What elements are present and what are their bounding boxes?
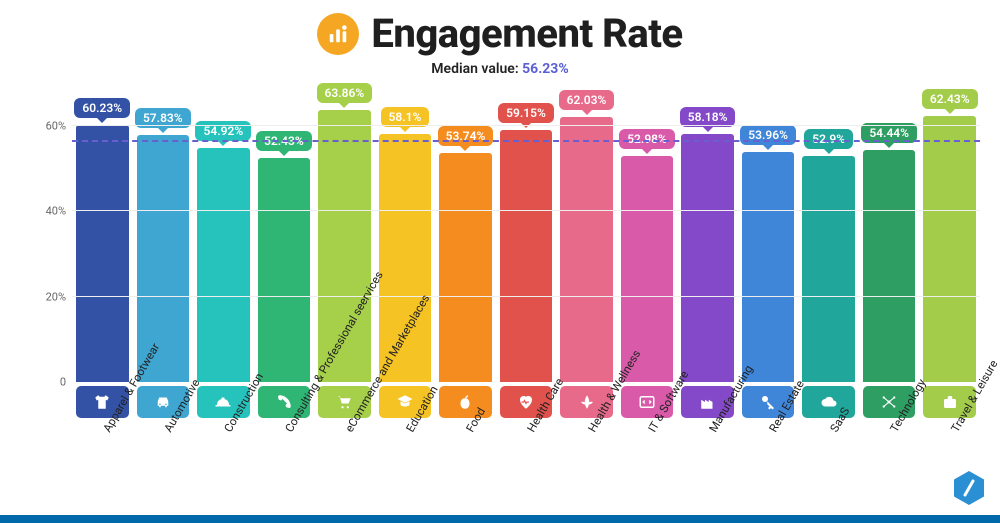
chart-title: Engagement Rate	[371, 10, 682, 57]
brand-logo-icon	[954, 471, 984, 505]
engagement-rate-chart: { "title": "Engagement Rate", "title_fon…	[0, 0, 1000, 523]
bar	[681, 134, 734, 382]
bar-value-label: 59.15%	[498, 103, 554, 123]
bar-column: 54.44%	[863, 92, 916, 382]
bar	[560, 117, 613, 382]
median-line	[72, 140, 980, 142]
bar	[439, 153, 492, 382]
bar-column: 60.23%	[76, 92, 129, 382]
bar-value-label: 62.03%	[559, 90, 615, 110]
bar	[258, 158, 311, 382]
y-axis: 020%40%60%	[30, 92, 72, 382]
bar-value-label: 60.23%	[74, 98, 130, 118]
y-tick-label: 0	[60, 376, 66, 389]
y-tick-label: 60%	[46, 120, 66, 133]
bar-column: 52.9%	[802, 92, 855, 382]
bar-value-label: 54.92%	[195, 121, 251, 141]
chart-plot-area: 020%40%60% 60.23%57.83%54.92%52.43%63.86…	[30, 92, 980, 382]
bar	[802, 156, 855, 382]
bar-column: 59.15%	[500, 92, 553, 382]
bar	[923, 116, 976, 382]
bar-value-label: 58.18%	[680, 107, 736, 127]
bar-value-label: 53.74%	[438, 126, 494, 146]
y-tick-label: 40%	[46, 205, 66, 218]
bar-column: 62.03%	[560, 92, 613, 382]
bars-container: 60.23%57.83%54.92%52.43%63.86%58.1%53.74…	[72, 92, 980, 382]
bar-column: 54.92%	[197, 92, 250, 382]
y-tick-label: 20%	[46, 290, 66, 303]
chart-header: Engagement Rate Median value: 56.23%	[0, 0, 1000, 77]
bar-value-label: 63.86%	[317, 83, 373, 103]
chart-subtitle: Median value: 56.23%	[0, 61, 1000, 77]
bar-column: 52.43%	[258, 92, 311, 382]
footer-bar	[0, 515, 1000, 523]
bar	[500, 130, 553, 382]
bar-column: 52.98%	[621, 92, 674, 382]
bar	[742, 152, 795, 382]
bar	[137, 135, 190, 382]
bar-column: 53.96%	[742, 92, 795, 382]
analytics-icon	[317, 13, 359, 55]
bar-column: 58.18%	[681, 92, 734, 382]
bar-value-label: 62.43%	[922, 89, 978, 109]
bar	[621, 156, 674, 382]
subtitle-prefix: Median value:	[431, 61, 522, 77]
bar-column: 62.43%	[923, 92, 976, 382]
bar	[76, 125, 129, 382]
median-value: 56.23%	[522, 61, 569, 77]
bar	[197, 148, 250, 382]
bar-column: 53.74%	[439, 92, 492, 382]
bar	[863, 150, 916, 382]
bar-value-label: 52.98%	[619, 129, 675, 149]
bar-column: 57.83%	[137, 92, 190, 382]
